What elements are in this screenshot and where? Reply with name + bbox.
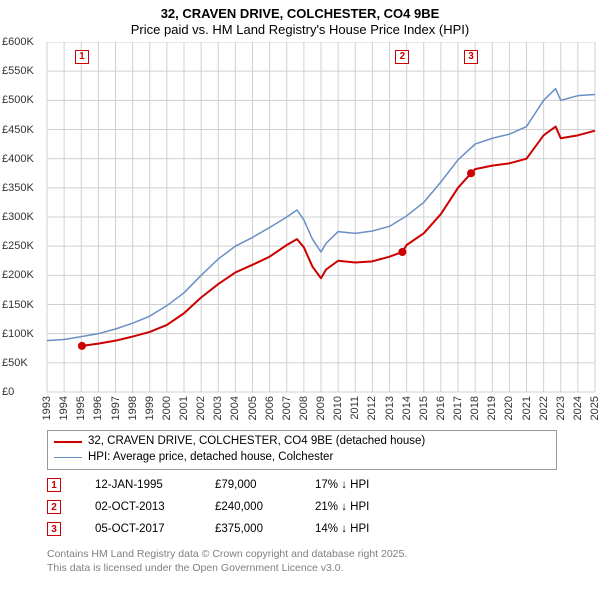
x-tick-label: 2013 — [384, 396, 396, 420]
x-tick-label: 2003 — [212, 396, 224, 420]
x-tick-label: 2024 — [572, 396, 584, 420]
credits: Contains HM Land Registry data © Crown c… — [47, 548, 577, 575]
sale-marker-1: 1 — [47, 478, 61, 492]
x-tick-label: 2022 — [538, 396, 550, 420]
y-tick-label: £300K — [2, 211, 34, 223]
legend-swatch-1 — [54, 441, 82, 443]
x-tick-label: 1995 — [75, 396, 87, 420]
x-tick-label: 2015 — [418, 396, 430, 420]
x-tick-label: 2021 — [521, 396, 533, 420]
title-line1: 32, CRAVEN DRIVE, COLCHESTER, CO4 9BE — [0, 6, 600, 22]
y-tick-label: £250K — [2, 240, 34, 252]
x-tick-label: 2016 — [435, 396, 447, 420]
chart-svg — [0, 42, 600, 422]
legend-swatch-2 — [54, 457, 82, 458]
chart-marker-label: 1 — [75, 50, 89, 64]
legend: 32, CRAVEN DRIVE, COLCHESTER, CO4 9BE (d… — [47, 430, 557, 470]
x-tick-label: 1999 — [144, 396, 156, 420]
sale-marker-2: 2 — [47, 500, 61, 514]
chart-marker-label: 2 — [395, 50, 409, 64]
x-tick-label: 2007 — [281, 396, 293, 420]
sale-price: £240,000 — [215, 501, 315, 513]
x-tick-label: 2018 — [469, 396, 481, 420]
x-tick-label: 2020 — [503, 396, 515, 420]
x-tick-label: 2010 — [332, 396, 344, 420]
chart-marker-label: 3 — [464, 50, 478, 64]
y-tick-label: £350K — [2, 182, 34, 194]
credits-line1: Contains HM Land Registry data © Crown c… — [47, 548, 577, 562]
y-tick-label: £500K — [2, 94, 34, 106]
x-tick-label: 2001 — [178, 396, 190, 420]
x-tick-label: 1997 — [110, 396, 122, 420]
sale-date: 02-OCT-2013 — [95, 501, 215, 513]
x-tick-label: 2009 — [315, 396, 327, 420]
x-tick-label: 1996 — [92, 396, 104, 420]
y-tick-label: £450K — [2, 124, 34, 136]
x-tick-label: 2014 — [401, 396, 413, 420]
sale-price: £375,000 — [215, 523, 315, 535]
x-tick-label: 2000 — [161, 396, 173, 420]
sales-table: 1 12-JAN-1995 £79,000 17% ↓ HPI 2 02-OCT… — [47, 474, 557, 540]
x-tick-label: 2019 — [486, 396, 498, 420]
legend-label-1: 32, CRAVEN DRIVE, COLCHESTER, CO4 9BE (d… — [88, 434, 425, 450]
x-tick-label: 1998 — [127, 396, 139, 420]
y-tick-label: £50K — [2, 357, 28, 369]
sale-delta: 21% ↓ HPI — [315, 501, 435, 513]
sale-row: 1 12-JAN-1995 £79,000 17% ↓ HPI — [47, 474, 557, 496]
title-line2: Price paid vs. HM Land Registry's House … — [0, 22, 600, 38]
y-tick-label: £400K — [2, 153, 34, 165]
x-tick-label: 1993 — [41, 396, 53, 420]
y-tick-label: £550K — [2, 65, 34, 77]
title-block: 32, CRAVEN DRIVE, COLCHESTER, CO4 9BE Pr… — [0, 0, 600, 39]
x-tick-label: 2006 — [264, 396, 276, 420]
x-tick-label: 2011 — [349, 396, 361, 420]
x-tick-label: 2017 — [452, 396, 464, 420]
sale-marker-3: 3 — [47, 522, 61, 536]
legend-row: HPI: Average price, detached house, Colc… — [54, 450, 550, 466]
x-tick-label: 2008 — [298, 396, 310, 420]
x-tick-label: 2004 — [229, 396, 241, 420]
y-tick-label: £600K — [2, 36, 34, 48]
x-tick-label: 2002 — [195, 396, 207, 420]
x-tick-label: 2025 — [589, 396, 600, 420]
credits-line2: This data is licensed under the Open Gov… — [47, 562, 577, 576]
sale-delta: 17% ↓ HPI — [315, 479, 435, 491]
y-tick-label: £150K — [2, 299, 34, 311]
sale-date: 12-JAN-1995 — [95, 479, 215, 491]
x-tick-label: 2012 — [366, 396, 378, 420]
sale-row: 3 05-OCT-2017 £375,000 14% ↓ HPI — [47, 518, 557, 540]
y-tick-label: £0 — [2, 386, 14, 398]
sale-price: £79,000 — [215, 479, 315, 491]
legend-row: 32, CRAVEN DRIVE, COLCHESTER, CO4 9BE (d… — [54, 434, 550, 450]
legend-label-2: HPI: Average price, detached house, Colc… — [88, 450, 333, 466]
chart-area: £0 £50K £100K £150K £200K £250K £300K £350K £400… — [0, 42, 600, 422]
x-tick-label: 2005 — [247, 396, 259, 420]
y-tick-label: £100K — [2, 328, 34, 340]
y-tick-label: £200K — [2, 269, 34, 281]
sale-row: 2 02-OCT-2013 £240,000 21% ↓ HPI — [47, 496, 557, 518]
sale-delta: 14% ↓ HPI — [315, 523, 435, 535]
x-tick-label: 1994 — [58, 396, 70, 420]
x-tick-label: 2023 — [555, 396, 567, 420]
sale-date: 05-OCT-2017 — [95, 523, 215, 535]
